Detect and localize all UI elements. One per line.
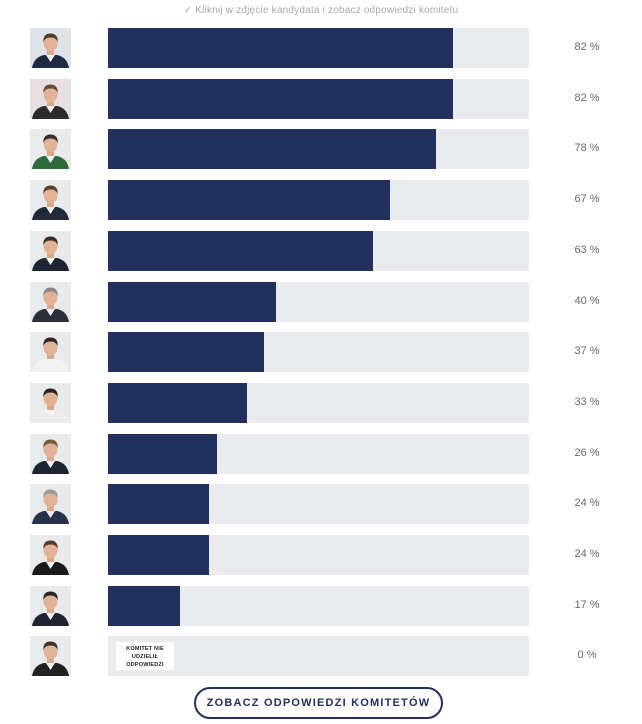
match-bar-fill [108,231,373,271]
match-percent: 17 % [574,599,600,611]
match-bar-track [108,332,529,372]
match-bar-track [108,28,529,68]
match-bar-track [108,79,529,119]
match-bar-fill [108,383,247,423]
candidate-row: 37 % [0,332,642,372]
candidate-photo[interactable] [30,28,71,68]
match-bar-fill [108,332,264,372]
match-bar-track [108,231,529,271]
instruction-hint: ✓ Kliknij w zdjęcie kandydata i zobacz o… [183,5,459,16]
match-percent: 63 % [574,244,600,256]
no-answer-text: KOMITET NIE [126,646,164,652]
candidate-row: 82 % [0,28,642,68]
match-percent: 0 % [577,649,597,661]
match-percent: 24 % [574,548,600,560]
match-bar-track [108,180,529,220]
match-percent: 67 % [574,193,600,205]
candidate-photo[interactable] [30,231,71,271]
match-percent: 33 % [574,396,600,408]
candidate-row: 24 % [0,535,642,575]
candidate-photo[interactable] [30,282,71,322]
candidate-row: 24 % [0,484,642,524]
candidate-photo[interactable] [30,332,71,372]
no-answer-text: ODPOWIEDZI [126,662,164,668]
match-bar-fill [108,129,436,169]
candidate-photo[interactable] [30,180,71,220]
candidate-photo[interactable] [30,586,71,626]
candidate-row: 26 % [0,434,642,474]
match-percent: 37 % [574,345,600,357]
candidate-photo[interactable] [30,434,71,474]
match-percent: 24 % [574,497,600,509]
candidate-row: 17 % [0,586,642,626]
see-committee-answers-button[interactable]: ZOBACZ ODPOWIEDZI KOMITETÓW [194,687,443,719]
match-percent: 40 % [574,295,600,307]
candidate-row: 40 % [0,282,642,322]
match-percent: 26 % [574,447,600,459]
candidate-photo[interactable] [30,129,71,169]
match-bar-fill [108,28,453,68]
match-bar-track [108,282,529,322]
candidate-row: KOMITET NIE UDZIELIŁ ODPOWIEDZI 0 % [0,636,642,676]
candidate-row: 33 % [0,383,642,423]
match-bar-track [108,586,529,626]
match-bar-fill [108,484,209,524]
candidate-row: 78 % [0,129,642,169]
candidate-row: 82 % [0,79,642,119]
match-bar-track [108,129,529,169]
match-percent: 82 % [574,41,600,53]
match-bar-fill [108,586,180,626]
match-bar-fill [108,434,217,474]
candidate-row: 67 % [0,180,642,220]
match-bar-fill [108,79,453,119]
match-bar-track [108,484,529,524]
match-percent: 82 % [574,92,600,104]
candidate-photo[interactable] [30,535,71,575]
match-bar-fill [108,282,276,322]
no-answer-badge: KOMITET NIE UDZIELIŁ ODPOWIEDZI [116,642,174,670]
candidate-photo[interactable] [30,79,71,119]
match-bar-track [108,535,529,575]
match-bar-fill [108,535,209,575]
match-percent: 78 % [574,142,600,154]
match-bar-fill [108,180,390,220]
match-bar-track [108,383,529,423]
match-bar-track [108,434,529,474]
candidate-photo[interactable] [30,484,71,524]
candidate-row: 63 % [0,231,642,271]
candidate-photo[interactable] [30,636,71,676]
no-answer-text: UDZIELIŁ [131,654,159,660]
candidate-photo[interactable] [30,383,71,423]
match-bar-track: KOMITET NIE UDZIELIŁ ODPOWIEDZI [108,636,529,676]
